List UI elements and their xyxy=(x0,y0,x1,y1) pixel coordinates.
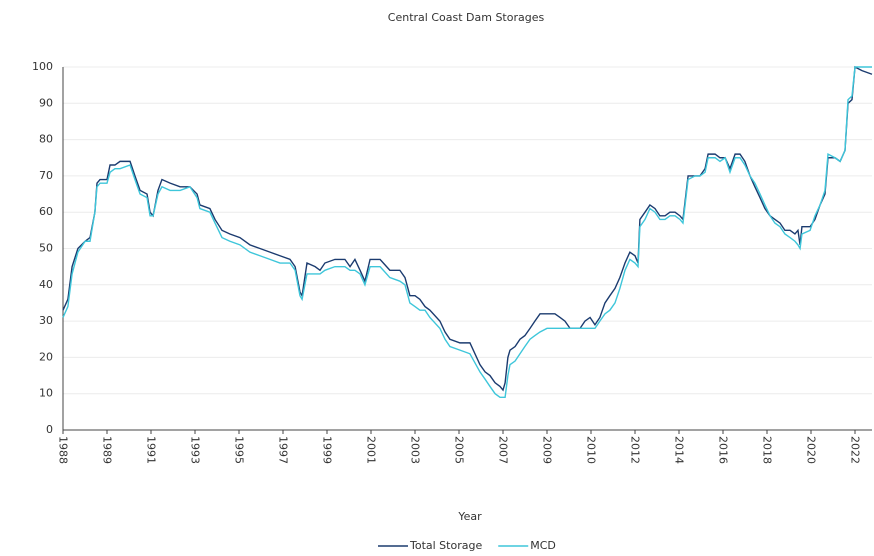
y-tick-label: 100 xyxy=(32,60,53,73)
x-tick-label: 1997 xyxy=(277,436,290,464)
x-tick-label: 2020 xyxy=(805,436,818,464)
x-tick-label: 1999 xyxy=(321,436,334,464)
y-tick-label: 30 xyxy=(39,314,53,327)
y-tick-label: 70 xyxy=(39,169,53,182)
x-tick-label: 1995 xyxy=(233,436,246,464)
legend-label: Total Storage xyxy=(409,539,482,552)
x-tick-label: 1991 xyxy=(145,436,158,464)
series-line xyxy=(62,66,872,399)
y-tick-label: 80 xyxy=(39,133,53,146)
series-line xyxy=(62,65,873,392)
y-tick-label: 40 xyxy=(39,278,53,291)
x-tick-label: 2005 xyxy=(453,436,466,464)
y-tick-label: 90 xyxy=(39,96,53,109)
x-axis-label: Year xyxy=(457,510,482,523)
x-tick-label: 1988 xyxy=(57,436,70,464)
x-tick-label: 2022 xyxy=(849,436,862,464)
x-tick-label: 1993 xyxy=(189,436,202,464)
x-tick-label: 2018 xyxy=(761,436,774,464)
y-tick-label: 10 xyxy=(39,387,53,400)
x-tick-label: 2012 xyxy=(629,436,642,464)
x-tick-label: 2001 xyxy=(365,436,378,464)
x-tick-label: 2007 xyxy=(497,436,510,464)
legend-label: MCD xyxy=(530,539,556,552)
y-tick-label: 0 xyxy=(46,423,53,436)
y-tick-label: 50 xyxy=(39,242,53,255)
x-tick-label: 2010 xyxy=(585,436,598,464)
x-tick-label: 2003 xyxy=(409,436,422,464)
y-tick-label: 60 xyxy=(39,205,53,218)
x-tick-label: 2009 xyxy=(541,436,554,464)
x-tick-label: 2014 xyxy=(673,436,686,464)
y-tick-label: 20 xyxy=(39,350,53,363)
x-tick-label: 1989 xyxy=(101,436,114,464)
x-tick-label: 2016 xyxy=(717,436,730,464)
chart-title: Central Coast Dam Storages xyxy=(388,11,545,24)
